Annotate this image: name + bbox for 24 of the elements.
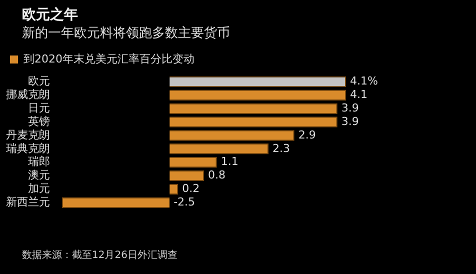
- data-label: 1.1: [220, 155, 238, 168]
- source-note: 数据来源：截至12月26日外汇调查: [22, 248, 178, 262]
- y-tick-label: 新西兰元: [6, 196, 50, 209]
- y-tick-label: 挪威克朗: [6, 88, 50, 102]
- y-tick-label: 加元: [28, 182, 50, 196]
- y-tick-label: 英镑: [28, 114, 50, 128]
- data-label: 4.1%: [350, 74, 378, 88]
- y-tick-label: 日元: [28, 101, 50, 114]
- y-tick-label: 澳元: [28, 168, 50, 182]
- data-label: 4.1: [350, 88, 368, 102]
- data-label: 2.3: [272, 142, 290, 155]
- data-label: 0.8: [208, 168, 226, 182]
- data-label: 0.2: [182, 182, 200, 196]
- data-label: 3.9: [341, 101, 359, 114]
- data-label: 3.9: [341, 114, 359, 128]
- y-tick-label: 丹麦克朗: [6, 128, 50, 142]
- data-label: 2.9: [298, 128, 316, 142]
- y-tick-label: 瑞典克朗: [6, 142, 50, 155]
- chart-subtitle: 新的一年欧元料将领跑多数主要货币: [22, 25, 230, 42]
- legend-label: 到2020年末兑美元汇率百分比变动: [24, 52, 194, 66]
- y-tick-label: 瑞郎: [28, 155, 50, 168]
- y-tick-label: 欧元: [28, 74, 50, 88]
- data-label: -2.5: [174, 196, 196, 209]
- chart-title: 欧元之年: [22, 6, 78, 24]
